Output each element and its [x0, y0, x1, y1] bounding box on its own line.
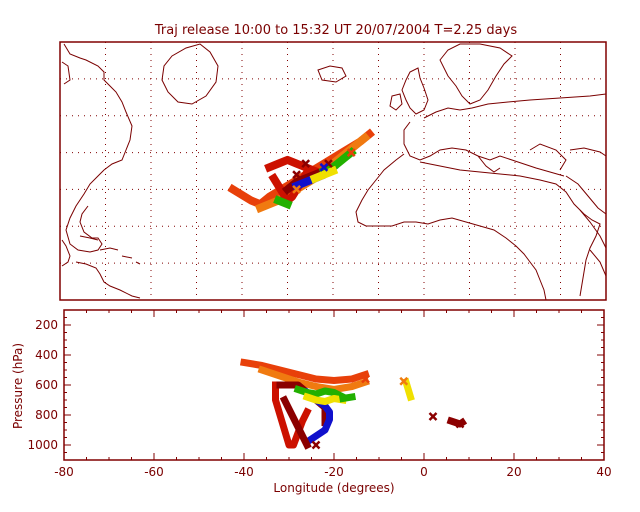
x-tick-label: -40 [234, 465, 254, 479]
pressure-trajectory-line [293, 385, 348, 402]
y-axis-label: Pressure (hPa) [11, 343, 25, 429]
y-tick-label: 800 [35, 408, 58, 422]
map-end-marker [319, 162, 329, 172]
x-tick-label: -60 [144, 465, 164, 479]
coast-africa [355, 153, 601, 301]
x-tick-label: -80 [54, 465, 74, 479]
pressure-end-markers [311, 374, 465, 450]
pressure-end-marker [311, 440, 321, 450]
coastlines [61, 43, 607, 301]
coast-central-america [61, 239, 141, 299]
pressure-end-marker [361, 374, 370, 384]
coast-greenland [161, 43, 219, 105]
y-tick-label: 200 [35, 318, 58, 332]
map-trajectory-line [264, 155, 321, 177]
coast-scandinavia [439, 43, 513, 105]
pressure-trajectory-line [338, 392, 357, 403]
pressure-end-marker [428, 412, 438, 421]
pressure-panel: -80 -60 -40 -20 0 20 40 200 400 600 800 1000 Longi… [11, 309, 612, 495]
pressure-trajectory-line [257, 365, 370, 393]
map-trajectory-line [309, 165, 339, 184]
map-frame [59, 41, 607, 301]
map-end-marker [301, 159, 311, 169]
pressure-trajectories [239, 358, 468, 450]
pressure-trajectory-line [239, 358, 370, 384]
y-tick-label: 400 [35, 348, 58, 362]
map-trajectory-line [273, 195, 293, 210]
map-end-marker [292, 170, 301, 180]
map-panel [59, 41, 607, 301]
y-tick-labels: 200 400 600 800 1000 [27, 318, 58, 452]
pressure-trajectory-line [272, 381, 312, 449]
y-tick-label: 1000 [27, 438, 58, 452]
x-tick-label: 0 [420, 465, 428, 479]
pressure-frame [63, 309, 605, 461]
pressure-end-marker [399, 376, 409, 386]
pressure-end-marker [455, 419, 465, 429]
pressure-trajectory-line [302, 392, 348, 405]
coast-caribbean [79, 235, 141, 265]
coast-british-isles [389, 67, 429, 115]
coast-north-america [61, 43, 133, 253]
coast-europe [403, 93, 607, 177]
x-axis-label: Longitude (degrees) [273, 481, 394, 495]
y-tick-label: 600 [35, 378, 58, 392]
map-trajectories [227, 128, 376, 214]
x-tick-label: 20 [506, 465, 521, 479]
chart-title: Traj release 10:00 to 15:32 UT 20/07/200… [154, 23, 517, 38]
x-tick-labels: -80 -60 -40 -20 0 20 40 [54, 465, 611, 479]
map-grid [60, 42, 606, 300]
x-tick-label: 40 [596, 465, 611, 479]
map-end-marker [346, 148, 356, 157]
x-tick-label: -20 [324, 465, 344, 479]
map-end-markers [292, 148, 356, 194]
map-end-marker [292, 185, 301, 194]
coast-middle-east [565, 147, 607, 277]
pressure-trajectory-line [279, 395, 312, 450]
coast-iceland [317, 65, 347, 83]
